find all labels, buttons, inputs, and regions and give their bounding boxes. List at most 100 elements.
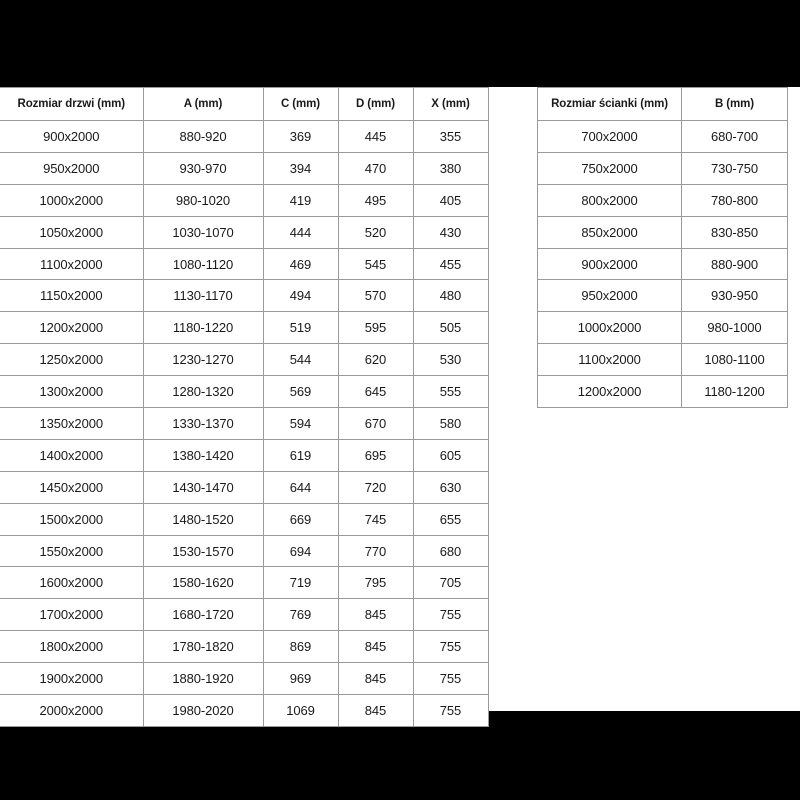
cell-d: 745 — [337, 502, 414, 536]
table-row: 1100x2000 1080-1100 — [537, 343, 788, 377]
table-row: 700x2000 680-700 — [537, 120, 788, 153]
table-row: 1450x2000 1430-1470 644 720 630 — [0, 470, 489, 504]
table-header-row: Rozmiar drzwi (mm) A (mm) C (mm) D (mm) … — [0, 87, 489, 121]
cell-x: 755 — [412, 662, 489, 696]
table-row: 1150x2000 1130-1170 494 570 480 — [0, 279, 489, 313]
cell-a: 1580-1620 — [142, 566, 264, 600]
cell-c: 594 — [262, 407, 339, 440]
cell-d: 670 — [337, 407, 414, 440]
cell-b: 930-950 — [681, 279, 788, 313]
cell-wall-size: 1200x2000 — [537, 375, 682, 409]
cell-c: 1069 — [262, 694, 339, 727]
cell-a: 1680-1720 — [142, 598, 264, 632]
table-row: 850x2000 830-850 — [537, 215, 788, 249]
cell-d: 545 — [337, 247, 414, 281]
cell-x: 530 — [412, 343, 489, 377]
cell-wall-size: 800x2000 — [537, 183, 682, 217]
cell-b: 1180-1200 — [681, 375, 788, 409]
table-row: 1600x2000 1580-1620 719 795 705 — [0, 566, 489, 600]
cell-x: 480 — [412, 279, 489, 313]
cell-b: 880-900 — [681, 247, 788, 281]
cell-c: 394 — [262, 151, 339, 185]
cell-b: 830-850 — [681, 215, 788, 249]
cell-door-size: 1550x2000 — [0, 534, 144, 568]
table-row: 1550x2000 1530-1570 694 770 680 — [0, 534, 489, 568]
cell-d: 845 — [337, 630, 414, 664]
column-header-door-size: Rozmiar drzwi (mm) — [0, 87, 144, 121]
cell-door-size: 1600x2000 — [0, 566, 144, 600]
cell-b: 680-700 — [681, 120, 788, 153]
cell-c: 769 — [262, 598, 339, 632]
cell-x: 580 — [412, 407, 489, 440]
cell-d: 495 — [337, 183, 414, 217]
table-row: 950x2000 930-970 394 470 380 — [0, 151, 489, 185]
cell-x: 405 — [412, 183, 489, 217]
cell-b: 980-1000 — [681, 311, 788, 345]
cell-wall-size: 1000x2000 — [537, 311, 682, 345]
cell-b: 780-800 — [681, 183, 788, 217]
cell-c: 569 — [262, 375, 339, 409]
cell-door-size: 1800x2000 — [0, 630, 144, 664]
cell-c: 969 — [262, 662, 339, 696]
cell-x: 555 — [412, 375, 489, 409]
cell-a: 1380-1420 — [142, 438, 264, 472]
table-row: 1200x2000 1180-1200 — [537, 375, 788, 409]
cell-a: 1130-1170 — [142, 279, 264, 313]
cell-a: 1980-2020 — [142, 694, 264, 727]
cell-door-size: 1100x2000 — [0, 247, 144, 281]
cell-x: 755 — [412, 694, 489, 727]
cell-a: 1530-1570 — [142, 534, 264, 568]
cell-x: 630 — [412, 470, 489, 504]
cell-door-size: 1050x2000 — [0, 215, 144, 249]
cell-door-size: 900x2000 — [0, 120, 144, 153]
cell-c: 644 — [262, 470, 339, 504]
cell-d: 695 — [337, 438, 414, 472]
cell-door-size: 1700x2000 — [0, 598, 144, 632]
cell-d: 770 — [337, 534, 414, 568]
table-row: 1300x2000 1280-1320 569 645 555 — [0, 375, 489, 409]
cell-a: 1430-1470 — [142, 470, 264, 504]
cell-a: 1230-1270 — [142, 343, 264, 377]
cell-d: 470 — [337, 151, 414, 185]
cell-d: 595 — [337, 311, 414, 345]
cell-x: 755 — [412, 630, 489, 664]
table-row: 1700x2000 1680-1720 769 845 755 — [0, 598, 489, 632]
cell-door-size: 1450x2000 — [0, 470, 144, 504]
cell-c: 694 — [262, 534, 339, 568]
cell-b: 730-750 — [681, 151, 788, 185]
cell-door-size: 950x2000 — [0, 151, 144, 185]
cell-c: 519 — [262, 311, 339, 345]
cell-x: 355 — [412, 120, 489, 153]
table-row: 1800x2000 1780-1820 869 845 755 — [0, 630, 489, 664]
cell-c: 444 — [262, 215, 339, 249]
cell-x: 680 — [412, 534, 489, 568]
cell-a: 1880-1920 — [142, 662, 264, 696]
cell-door-size: 1250x2000 — [0, 343, 144, 377]
table-row: 1250x2000 1230-1270 544 620 530 — [0, 343, 489, 377]
cell-d: 570 — [337, 279, 414, 313]
cell-wall-size: 950x2000 — [537, 279, 682, 313]
cell-c: 419 — [262, 183, 339, 217]
cell-d: 845 — [337, 598, 414, 632]
cell-c: 369 — [262, 120, 339, 153]
table-row: 1200x2000 1180-1220 519 595 505 — [0, 311, 489, 345]
cell-c: 669 — [262, 502, 339, 536]
cell-a: 930-970 — [142, 151, 264, 185]
cell-x: 455 — [412, 247, 489, 281]
table-row: 1000x2000 980-1000 — [537, 311, 788, 345]
cell-a: 1030-1070 — [142, 215, 264, 249]
cell-a: 1480-1520 — [142, 502, 264, 536]
cell-wall-size: 1100x2000 — [537, 343, 682, 377]
cell-door-size: 1000x2000 — [0, 183, 144, 217]
cell-x: 430 — [412, 215, 489, 249]
cell-door-size: 1900x2000 — [0, 662, 144, 696]
cell-a: 880-920 — [142, 120, 264, 153]
table-row: 1900x2000 1880-1920 969 845 755 — [0, 662, 489, 696]
cell-a: 980-1020 — [142, 183, 264, 217]
table-row: 750x2000 730-750 — [537, 151, 788, 185]
cell-c: 619 — [262, 438, 339, 472]
cell-b: 1080-1100 — [681, 343, 788, 377]
table-row: 950x2000 930-950 — [537, 279, 788, 313]
column-header-x: X (mm) — [412, 87, 489, 121]
cell-d: 445 — [337, 120, 414, 153]
